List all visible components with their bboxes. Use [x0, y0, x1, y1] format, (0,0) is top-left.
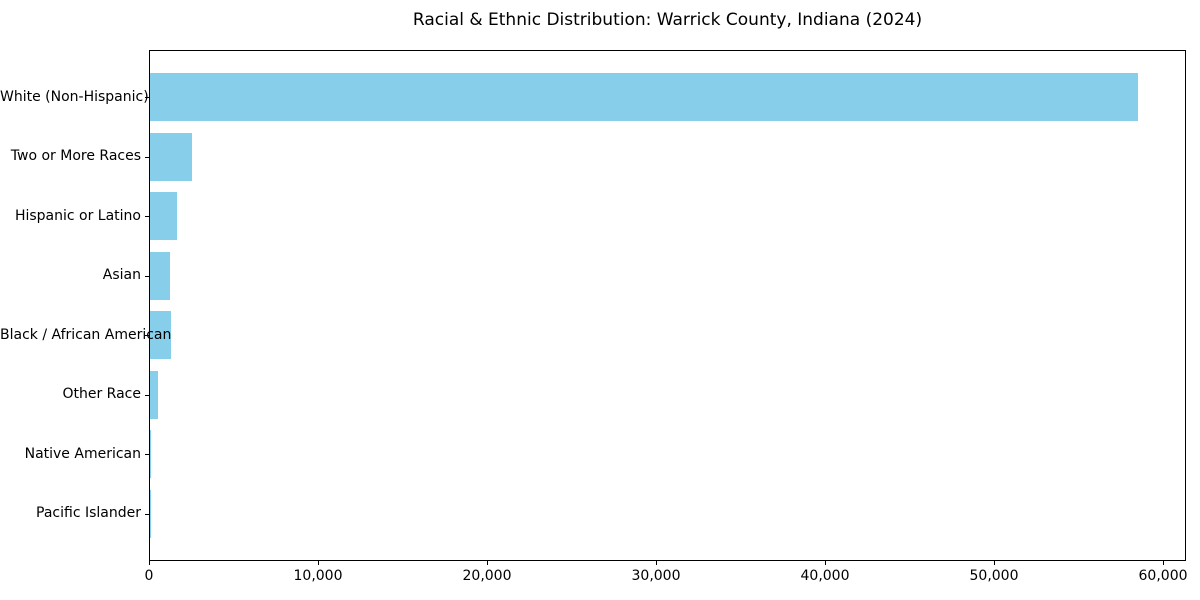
- y-tick-label: Two or More Races: [10, 148, 141, 165]
- bar: [150, 132, 192, 181]
- x-tick-label: 10,000: [293, 568, 343, 584]
- x-tick-mark: [994, 561, 995, 565]
- x-tick-mark: [487, 561, 488, 565]
- bar: [150, 370, 158, 419]
- x-tick-mark: [825, 561, 826, 565]
- y-tick-label: Other Race: [62, 386, 141, 403]
- x-tick-label: 30,000: [631, 568, 681, 584]
- y-tick-label: Hispanic or Latino: [14, 207, 141, 224]
- y-tick-label: White (Non-Hispanic): [0, 88, 149, 105]
- y-tick-mark: [145, 513, 149, 515]
- bar: [150, 311, 171, 360]
- y-tick-mark: [145, 394, 149, 396]
- bar: [150, 251, 170, 300]
- y-tick-label: Pacific Islander: [36, 505, 141, 522]
- x-tick-mark: [656, 561, 657, 565]
- x-tick-mark: [149, 561, 150, 565]
- y-tick-label: Black / African American: [0, 326, 172, 343]
- x-tick-mark: [318, 561, 319, 565]
- y-tick-mark: [145, 97, 149, 99]
- chart-title: Racial & Ethnic Distribution: Warrick Co…: [412, 10, 923, 30]
- bar: [150, 73, 1138, 122]
- x-tick-label: 0: [144, 568, 154, 584]
- x-tick-mark: [1163, 561, 1165, 565]
- x-tick-label: 60,000: [1138, 568, 1188, 584]
- x-tick-label: 20,000: [462, 568, 512, 584]
- plot-area: [149, 50, 1186, 561]
- y-tick-mark: [145, 156, 149, 158]
- x-tick-label: 50,000: [969, 568, 1019, 584]
- bar: [150, 430, 152, 479]
- y-tick-mark: [145, 454, 149, 456]
- y-tick-mark: [145, 275, 149, 277]
- y-tick-mark: [145, 216, 149, 218]
- y-tick-label: Native American: [24, 445, 141, 462]
- y-tick-label: Asian: [102, 267, 141, 284]
- x-tick-label: 40,000: [800, 568, 850, 584]
- bar: [150, 192, 178, 241]
- y-tick-mark: [145, 335, 149, 337]
